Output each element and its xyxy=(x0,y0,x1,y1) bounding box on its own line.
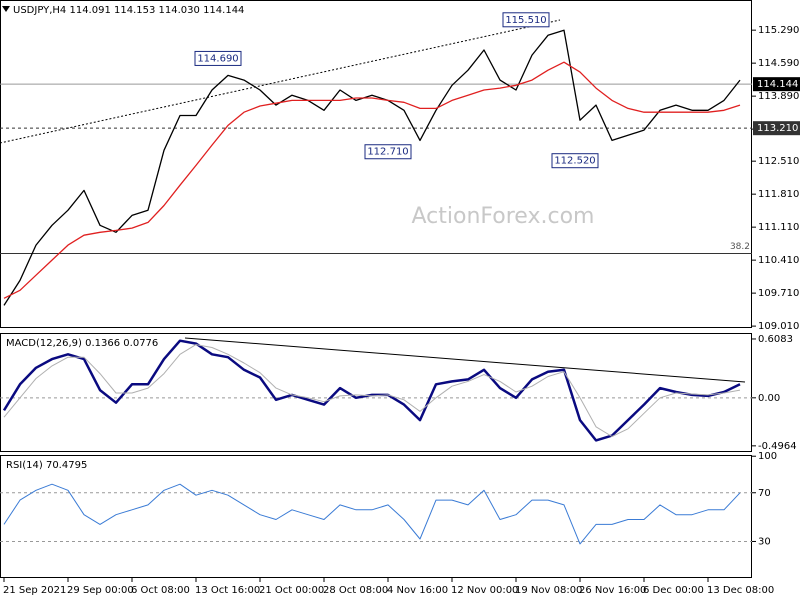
series-line xyxy=(2,339,741,442)
y-tick-label: 115.290 xyxy=(758,25,799,36)
y-tick-label: 0.00 xyxy=(758,393,780,404)
x-tick-label: 26 Nov 16:00 xyxy=(579,585,646,596)
annotation-box xyxy=(364,144,412,160)
panel-title: USDJPY,H4 114.091 114.153 114.030 114.14… xyxy=(13,5,244,16)
x-tick-label: 4 Nov 16:00 xyxy=(387,585,448,596)
price-tag xyxy=(753,121,800,136)
panel-frame xyxy=(0,333,752,452)
trendline xyxy=(184,337,746,383)
annotation-label: 115.510 xyxy=(505,15,546,26)
price-tag-label: 114.144 xyxy=(757,79,798,90)
annotation-label: 112.710 xyxy=(367,147,408,158)
y-tick-label: 111.110 xyxy=(758,222,799,233)
annotation-box xyxy=(502,12,550,28)
panel-title: MACD(12,26,9) 0.1366 0.0776 xyxy=(6,338,158,349)
annotation-label: 112.520 xyxy=(554,156,595,167)
level-label: 38.2 xyxy=(730,242,750,252)
annotation-label: 114.690 xyxy=(197,53,238,64)
trendline xyxy=(0,19,561,144)
x-tick-label: 13 Oct 16:00 xyxy=(195,585,260,596)
x-tick-label: 19 Nov 08:00 xyxy=(515,585,582,596)
y-tick-label: 114.590 xyxy=(758,58,799,69)
x-tick-label: 28 Oct 08:00 xyxy=(323,585,388,596)
y-tick-label: 30 xyxy=(758,536,771,547)
y-tick-label: 112.510 xyxy=(758,156,799,167)
watermark: ActionForex.com xyxy=(412,204,595,229)
series-line xyxy=(3,344,741,437)
y-tick-label: 110.410 xyxy=(758,255,799,266)
series-line xyxy=(3,29,741,306)
y-tick-label: 111.810 xyxy=(758,189,799,200)
x-tick-label: 12 Nov 00:00 xyxy=(451,585,518,596)
annotation-box xyxy=(194,50,242,66)
panel-frame xyxy=(0,0,752,328)
x-tick-label: 6 Oct 08:00 xyxy=(131,585,190,596)
price-tag-label: 113.210 xyxy=(757,123,798,134)
y-tick-label: 109.010 xyxy=(758,321,799,332)
x-tick-label: 13 Dec 08:00 xyxy=(707,585,774,596)
x-tick-label: 29 Sep 00:00 xyxy=(67,585,134,596)
y-tick-label: 113.890 xyxy=(758,91,799,102)
x-tick-label: 6 Dec 00:00 xyxy=(643,585,704,596)
x-tick-label: 21 Oct 00:00 xyxy=(259,585,324,596)
x-tick-label: 21 Sep 2021 xyxy=(3,585,66,596)
y-tick-label: 0.6083 xyxy=(758,334,793,345)
panel-frame xyxy=(0,455,752,578)
y-tick-label: 109.710 xyxy=(758,288,799,299)
y-tick-label: 70 xyxy=(758,488,771,499)
annotation-box xyxy=(551,153,599,169)
title-icon xyxy=(2,6,10,12)
price-tag xyxy=(753,77,800,92)
series-line xyxy=(3,61,741,299)
y-tick-label: -0.4964 xyxy=(758,441,797,452)
panel-title: RSI(14) 70.4795 xyxy=(6,460,87,471)
series-line xyxy=(3,483,741,545)
y-tick-label: 100 xyxy=(758,451,777,462)
